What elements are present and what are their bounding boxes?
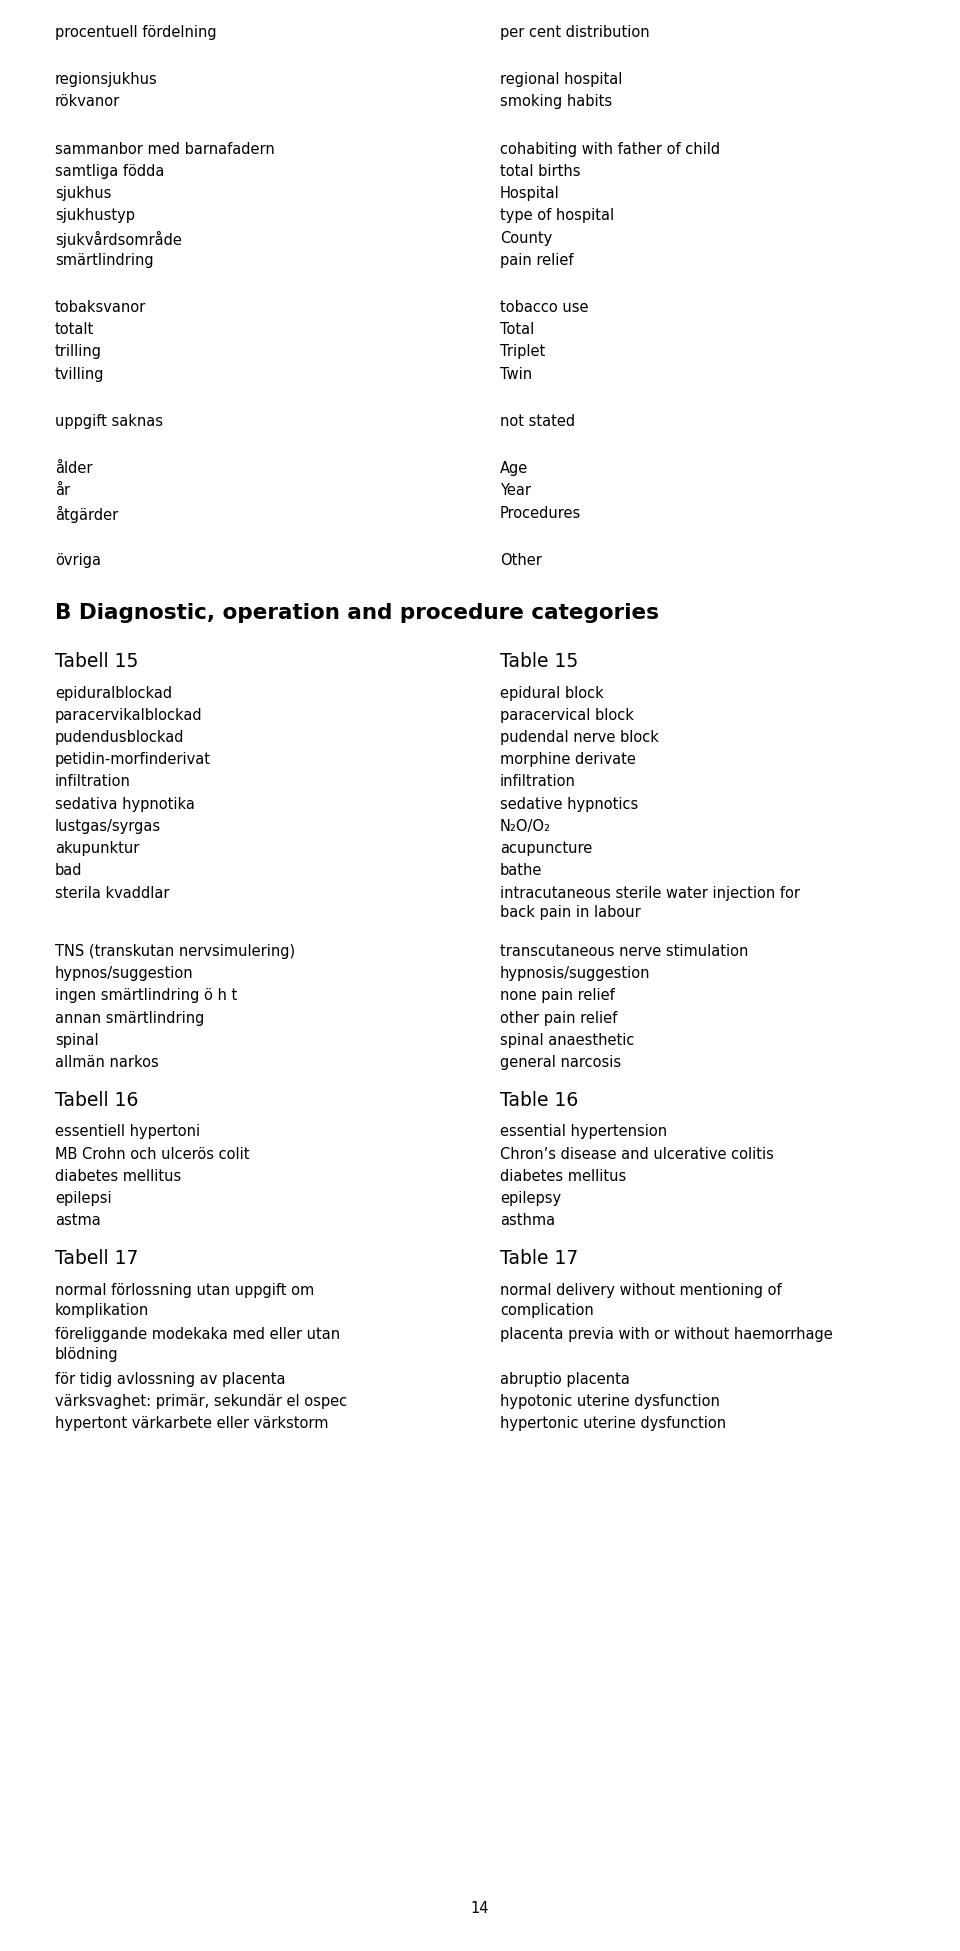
Text: essential hypertension: essential hypertension <box>500 1124 667 1139</box>
Text: sjukvårdsområde: sjukvårdsområde <box>55 230 181 248</box>
Text: sjukhustyp: sjukhustyp <box>55 209 135 222</box>
Text: N₂O/O₂: N₂O/O₂ <box>500 819 551 833</box>
Text: total births: total births <box>500 164 581 179</box>
Text: totalt: totalt <box>55 322 94 338</box>
Text: B Diagnostic, operation and procedure categories: B Diagnostic, operation and procedure ca… <box>55 603 659 622</box>
Text: acupuncture: acupuncture <box>500 841 592 856</box>
Text: pudendusblockad: pudendusblockad <box>55 730 184 745</box>
Text: MB Crohn och ulcerös colit: MB Crohn och ulcerös colit <box>55 1147 250 1161</box>
Text: övriga: övriga <box>55 552 101 568</box>
Text: morphine derivate: morphine derivate <box>500 753 636 767</box>
Text: Total: Total <box>500 322 535 338</box>
Text: TNS (transkutan nervsimulering): TNS (transkutan nervsimulering) <box>55 944 295 958</box>
Text: asthma: asthma <box>500 1214 555 1229</box>
Text: diabetes mellitus: diabetes mellitus <box>55 1169 181 1184</box>
Text: sjukhus: sjukhus <box>55 185 111 201</box>
Text: regional hospital: regional hospital <box>500 72 622 88</box>
Text: County: County <box>500 230 552 246</box>
Text: per cent distribution: per cent distribution <box>500 25 650 41</box>
Text: Table 16: Table 16 <box>500 1091 578 1110</box>
Text: smärtlindring: smärtlindring <box>55 254 154 267</box>
Text: paracervikalblockad: paracervikalblockad <box>55 708 203 722</box>
Text: år: år <box>55 484 70 498</box>
Text: regionsjukhus: regionsjukhus <box>55 72 157 88</box>
Text: cohabiting with father of child: cohabiting with father of child <box>500 142 720 156</box>
Text: pain relief: pain relief <box>500 254 573 267</box>
Text: Age: Age <box>500 460 528 476</box>
Text: Table 17: Table 17 <box>500 1249 578 1268</box>
Text: sammanbor med barnafadern: sammanbor med barnafadern <box>55 142 275 156</box>
Text: not stated: not stated <box>500 414 575 429</box>
Text: other pain relief: other pain relief <box>500 1011 617 1026</box>
Text: för tidig avlossning av placenta: för tidig avlossning av placenta <box>55 1372 285 1387</box>
Text: trilling: trilling <box>55 345 102 359</box>
Text: paracervical block: paracervical block <box>500 708 634 722</box>
Text: allmän narkos: allmän narkos <box>55 1055 158 1069</box>
Text: pudendal nerve block: pudendal nerve block <box>500 730 659 745</box>
Text: Tabell 16: Tabell 16 <box>55 1091 138 1110</box>
Text: epilepsy: epilepsy <box>500 1192 562 1206</box>
Text: bad: bad <box>55 864 83 878</box>
Text: hypertonic uterine dysfunction: hypertonic uterine dysfunction <box>500 1416 726 1432</box>
Text: essentiell hypertoni: essentiell hypertoni <box>55 1124 200 1139</box>
Text: ålder: ålder <box>55 460 92 476</box>
Text: tobaksvanor: tobaksvanor <box>55 300 146 314</box>
Text: tvilling: tvilling <box>55 367 105 382</box>
Text: epilepsi: epilepsi <box>55 1192 111 1206</box>
Text: spinal anaesthetic: spinal anaesthetic <box>500 1032 635 1048</box>
Text: type of hospital: type of hospital <box>500 209 614 222</box>
Text: procentuell fördelning: procentuell fördelning <box>55 25 217 41</box>
Text: normal delivery without mentioning of
complication: normal delivery without mentioning of co… <box>500 1282 781 1317</box>
Text: annan smärtlindring: annan smärtlindring <box>55 1011 204 1026</box>
Text: smoking habits: smoking habits <box>500 94 612 109</box>
Text: transcutaneous nerve stimulation: transcutaneous nerve stimulation <box>500 944 749 958</box>
Text: Chron’s disease and ulcerative colitis: Chron’s disease and ulcerative colitis <box>500 1147 774 1161</box>
Text: intracutaneous sterile water injection for
back pain in labour: intracutaneous sterile water injection f… <box>500 886 800 921</box>
Text: värksvaghet: primär, sekundär el ospec: värksvaghet: primär, sekundär el ospec <box>55 1393 348 1409</box>
Text: hypnosis/suggestion: hypnosis/suggestion <box>500 966 651 981</box>
Text: petidin-morfinderivat: petidin-morfinderivat <box>55 753 211 767</box>
Text: rökvanor: rökvanor <box>55 94 120 109</box>
Text: spinal: spinal <box>55 1032 99 1048</box>
Text: Table 15: Table 15 <box>500 652 578 671</box>
Text: samtliga födda: samtliga födda <box>55 164 164 179</box>
Text: diabetes mellitus: diabetes mellitus <box>500 1169 626 1184</box>
Text: hypotonic uterine dysfunction: hypotonic uterine dysfunction <box>500 1393 720 1409</box>
Text: tobacco use: tobacco use <box>500 300 588 314</box>
Text: lustgas/syrgas: lustgas/syrgas <box>55 819 161 833</box>
Text: Twin: Twin <box>500 367 532 382</box>
Text: infiltration: infiltration <box>55 775 131 790</box>
Text: hypnos/suggestion: hypnos/suggestion <box>55 966 194 981</box>
Text: ingen smärtlindring ö h t: ingen smärtlindring ö h t <box>55 989 237 1003</box>
Text: hypertont värkarbete eller värkstorm: hypertont värkarbete eller värkstorm <box>55 1416 328 1432</box>
Text: åtgärder: åtgärder <box>55 505 118 523</box>
Text: Other: Other <box>500 552 541 568</box>
Text: astma: astma <box>55 1214 101 1229</box>
Text: infiltration: infiltration <box>500 775 576 790</box>
Text: Year: Year <box>500 484 531 498</box>
Text: sterila kvaddlar: sterila kvaddlar <box>55 886 170 901</box>
Text: akupunktur: akupunktur <box>55 841 139 856</box>
Text: uppgift saknas: uppgift saknas <box>55 414 163 429</box>
Text: sedativa hypnotika: sedativa hypnotika <box>55 796 195 812</box>
Text: föreliggande modekaka med eller utan
blödning: föreliggande modekaka med eller utan blö… <box>55 1327 340 1362</box>
Text: epidural block: epidural block <box>500 685 604 700</box>
Text: bathe: bathe <box>500 864 542 878</box>
Text: normal förlossning utan uppgift om
komplikation: normal förlossning utan uppgift om kompl… <box>55 1282 314 1317</box>
Text: epiduralblockad: epiduralblockad <box>55 685 172 700</box>
Text: Procedures: Procedures <box>500 505 581 521</box>
Text: 14: 14 <box>470 1900 490 1916</box>
Text: placenta previa with or without haemorrhage: placenta previa with or without haemorrh… <box>500 1327 832 1342</box>
Text: Tabell 15: Tabell 15 <box>55 652 138 671</box>
Text: general narcosis: general narcosis <box>500 1055 621 1069</box>
Text: none pain relief: none pain relief <box>500 989 614 1003</box>
Text: sedative hypnotics: sedative hypnotics <box>500 796 638 812</box>
Text: abruptio placenta: abruptio placenta <box>500 1372 630 1387</box>
Text: Hospital: Hospital <box>500 185 560 201</box>
Text: Tabell 17: Tabell 17 <box>55 1249 138 1268</box>
Text: Triplet: Triplet <box>500 345 545 359</box>
